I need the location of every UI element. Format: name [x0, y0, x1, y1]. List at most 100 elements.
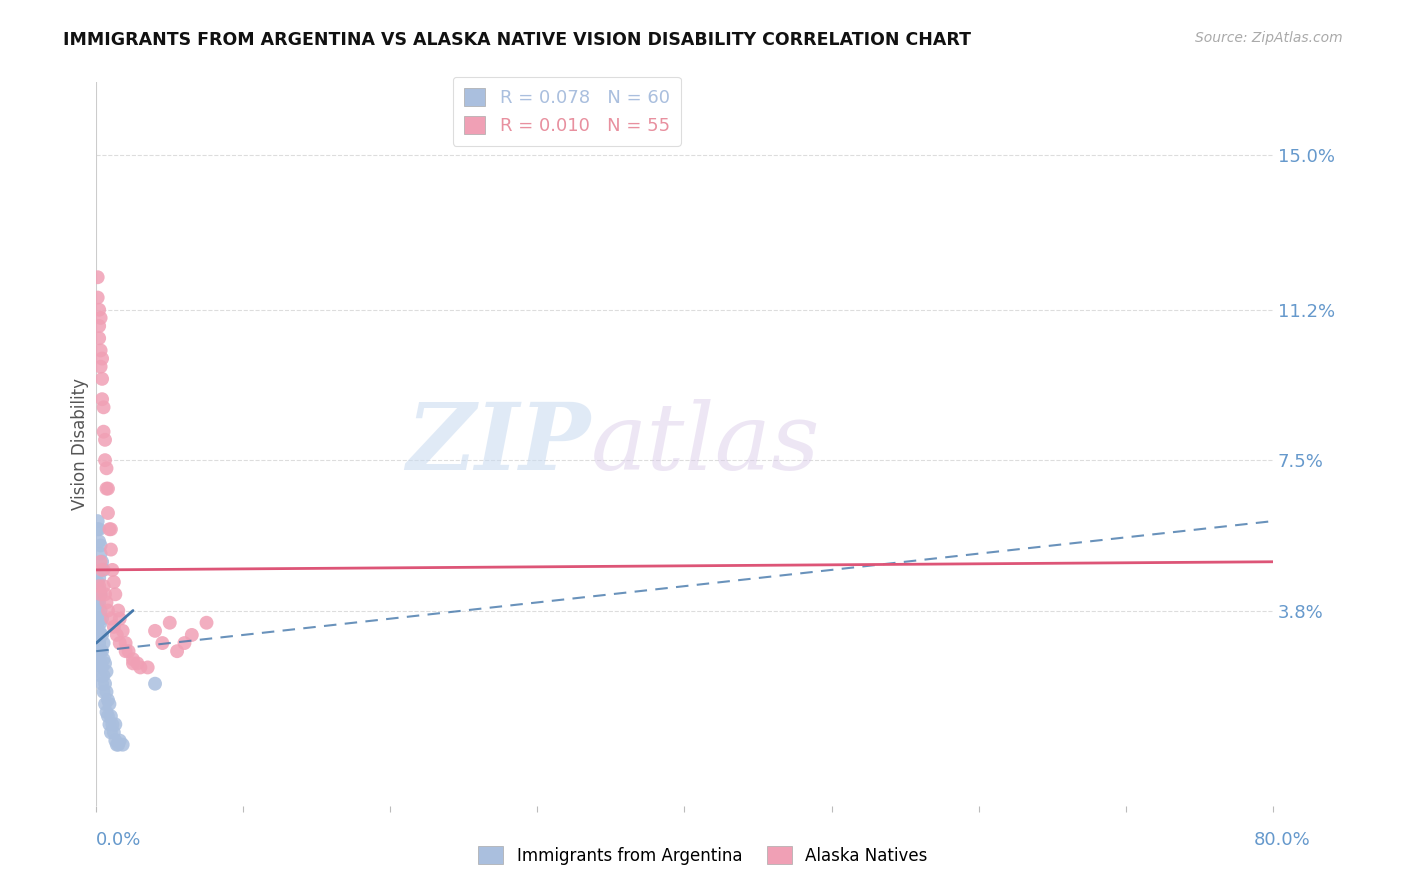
Point — [105, 628, 128, 642]
Point — [89, 331, 111, 345]
Point — [117, 644, 139, 658]
Point — [129, 660, 152, 674]
Point — [90, 657, 112, 671]
Point — [97, 693, 120, 707]
Point — [89, 571, 111, 585]
Point — [100, 522, 122, 536]
Point — [107, 738, 129, 752]
Point — [104, 733, 127, 747]
Point — [89, 612, 111, 626]
Point — [105, 738, 128, 752]
Point — [91, 351, 114, 366]
Point — [96, 595, 118, 609]
Point — [94, 697, 117, 711]
Point — [89, 636, 111, 650]
Point — [91, 612, 114, 626]
Point — [90, 587, 112, 601]
Point — [89, 534, 111, 549]
Text: 0.0%: 0.0% — [96, 831, 141, 849]
Point — [89, 318, 111, 333]
Point — [103, 575, 125, 590]
Point — [86, 644, 108, 658]
Point — [104, 587, 127, 601]
Legend: R = 0.078   N = 60, R = 0.010   N = 55: R = 0.078 N = 60, R = 0.010 N = 55 — [453, 77, 681, 146]
Point — [108, 612, 131, 626]
Point — [86, 628, 108, 642]
Point — [90, 539, 112, 553]
Text: IMMIGRANTS FROM ARGENTINA VS ALASKA NATIVE VISION DISABILITY CORRELATION CHART: IMMIGRANTS FROM ARGENTINA VS ALASKA NATI… — [63, 31, 972, 49]
Point — [91, 644, 114, 658]
Point — [104, 717, 127, 731]
Point — [89, 583, 111, 598]
Point — [114, 636, 136, 650]
Point — [89, 579, 111, 593]
Point — [127, 657, 149, 671]
Point — [108, 733, 131, 747]
Point — [86, 514, 108, 528]
Point — [98, 697, 121, 711]
Point — [90, 587, 112, 601]
Point — [94, 453, 117, 467]
Point — [91, 392, 114, 407]
Point — [107, 603, 129, 617]
Point — [86, 587, 108, 601]
Point — [97, 482, 120, 496]
Point — [122, 657, 145, 671]
Point — [100, 725, 122, 739]
Point — [173, 636, 195, 650]
Point — [97, 709, 120, 723]
Point — [93, 652, 115, 666]
Point — [96, 482, 118, 496]
Point — [100, 542, 122, 557]
Point — [89, 522, 111, 536]
Point — [96, 685, 118, 699]
Point — [86, 575, 108, 590]
Text: atlas: atlas — [591, 399, 820, 489]
Point — [89, 624, 111, 638]
Legend: Immigrants from Argentina, Alaska Natives: Immigrants from Argentina, Alaska Native… — [470, 838, 936, 873]
Point — [96, 461, 118, 475]
Text: Source: ZipAtlas.com: Source: ZipAtlas.com — [1195, 31, 1343, 45]
Point — [86, 603, 108, 617]
Point — [91, 563, 114, 577]
Point — [89, 657, 111, 671]
Point — [93, 579, 115, 593]
Point — [97, 603, 120, 617]
Point — [94, 676, 117, 690]
Point — [86, 595, 108, 609]
Text: ZIP: ZIP — [406, 399, 591, 489]
Point — [90, 668, 112, 682]
Point — [93, 401, 115, 415]
Point — [90, 603, 112, 617]
Point — [93, 636, 115, 650]
Point — [96, 705, 118, 719]
Text: 80.0%: 80.0% — [1254, 831, 1310, 849]
Point — [90, 547, 112, 561]
Point — [122, 652, 145, 666]
Point — [152, 636, 174, 650]
Point — [90, 615, 112, 630]
Point — [90, 555, 112, 569]
Point — [103, 725, 125, 739]
Point — [166, 644, 188, 658]
Point — [90, 310, 112, 325]
Point — [91, 660, 114, 674]
Point — [90, 644, 112, 658]
Point — [143, 676, 166, 690]
Point — [93, 685, 115, 699]
Point — [100, 709, 122, 723]
Point — [97, 506, 120, 520]
Point — [94, 657, 117, 671]
Point — [180, 628, 202, 642]
Point — [91, 676, 114, 690]
Point — [89, 595, 111, 609]
Point — [111, 624, 134, 638]
Point — [195, 615, 218, 630]
Point — [90, 628, 112, 642]
Y-axis label: Vision Disability: Vision Disability — [72, 378, 89, 510]
Point — [89, 644, 111, 658]
Point — [103, 620, 125, 634]
Point — [136, 660, 159, 674]
Point — [89, 302, 111, 317]
Point — [93, 563, 115, 577]
